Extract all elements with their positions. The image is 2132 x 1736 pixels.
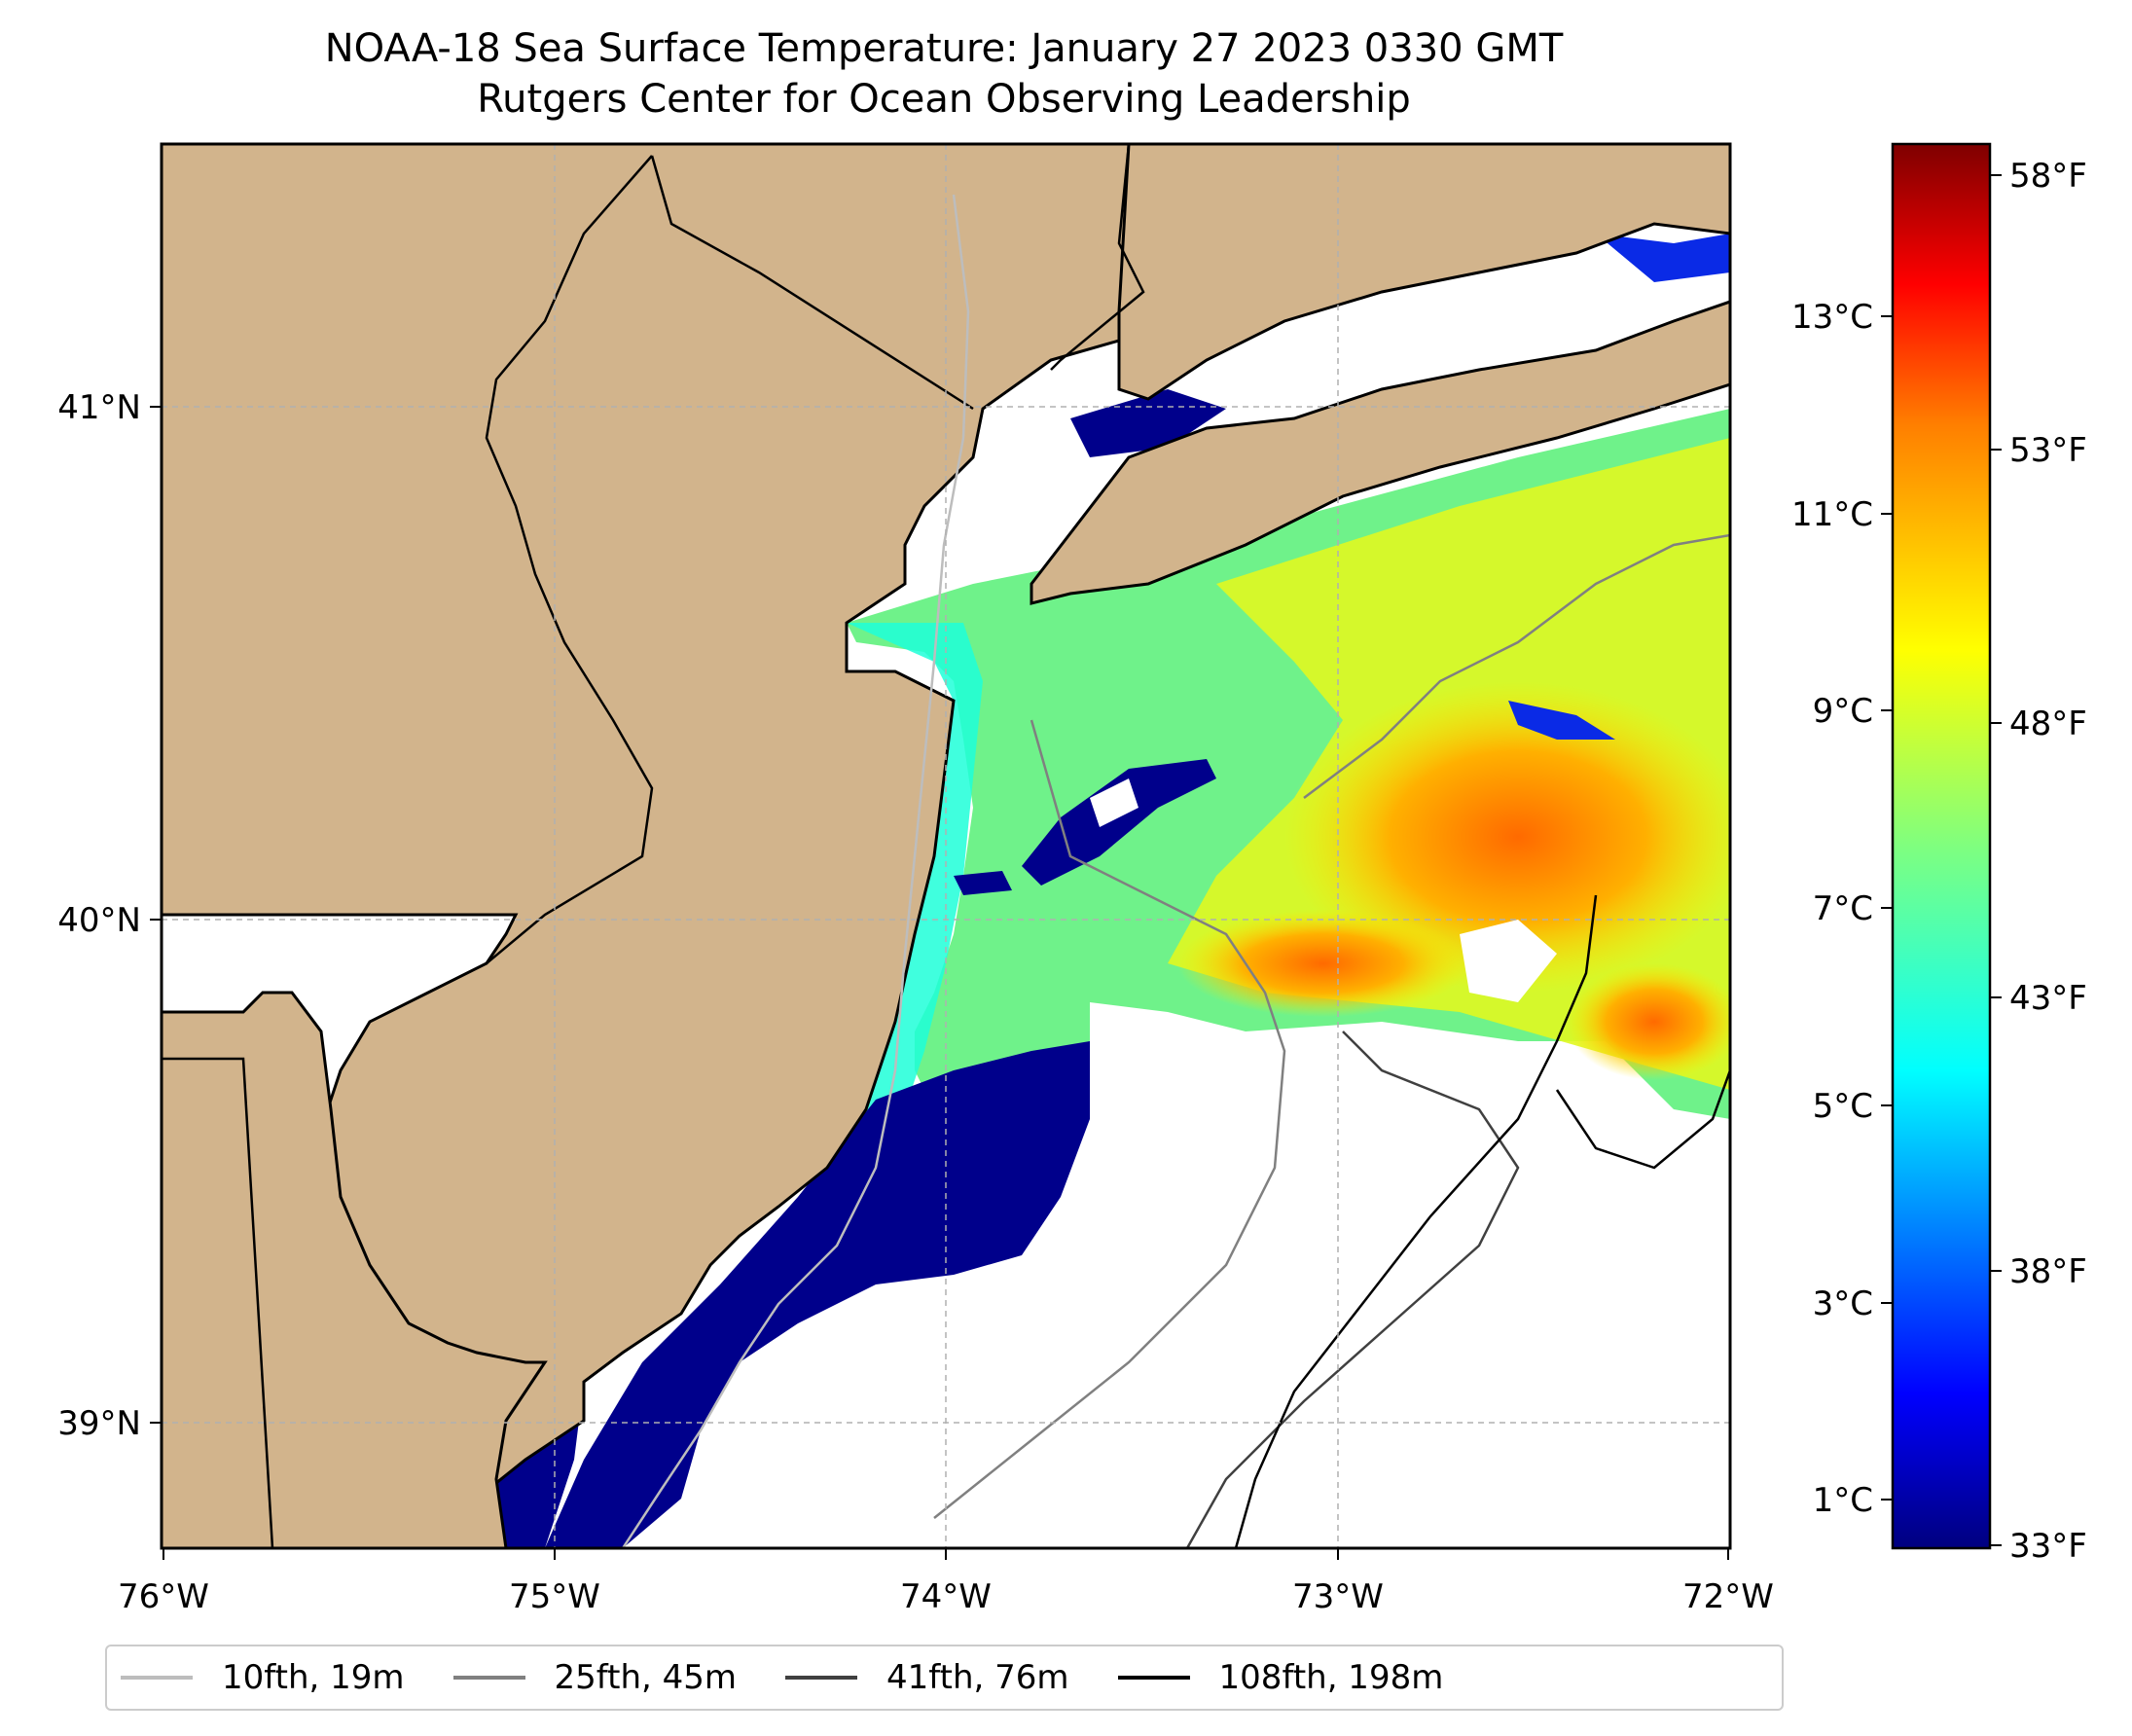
legend-item-45m: 25fth, 45m xyxy=(452,1658,738,1697)
land-long-island-region xyxy=(1030,300,1730,605)
lat-tick-marks xyxy=(150,406,162,1424)
celsius-tick-label: 7°C xyxy=(1813,889,1873,928)
fahrenheit-tick-label: 38°F xyxy=(2009,1252,2087,1291)
colorbar-gradient xyxy=(1891,142,1992,1550)
legend-line-swatch xyxy=(1117,1676,1190,1680)
nj-pa-border xyxy=(485,155,654,964)
sst-east-sound-patch xyxy=(1596,234,1730,282)
colorbar-celsius-labels: 13°C 11°C 9°C 7°C 5°C 3°C 1°C xyxy=(1791,298,1873,1520)
legend-label: 41fth, 76m xyxy=(886,1658,1069,1697)
lat-tick-label: 40°N xyxy=(57,901,141,940)
sst-cloud-gap-2 xyxy=(1090,778,1138,827)
sst-warm-core xyxy=(1284,681,1730,993)
lon-tick-label: 72°W xyxy=(1682,1577,1774,1616)
celsius-tick-label: 1°C xyxy=(1813,1481,1873,1520)
fahrenheit-tick-label: 33°F xyxy=(2009,1527,2087,1566)
celsius-tick-label: 3°C xyxy=(1813,1284,1873,1323)
fahrenheit-tick-label: 53°F xyxy=(2009,431,2087,470)
sst-warm-east xyxy=(1567,963,1730,1080)
celsius-tick-label: 5°C xyxy=(1813,1087,1873,1126)
map-subtitle: Rutgers Center for Ocean Observing Leade… xyxy=(477,77,1411,122)
lat-tick-label: 39°N xyxy=(57,1404,141,1443)
ny-ct-border xyxy=(1050,144,1145,371)
sst-warm-filament xyxy=(1177,910,1469,1017)
contour-198m-east xyxy=(1555,1069,1730,1170)
sst-cold-streak xyxy=(1508,701,1615,740)
celsius-tick-label: 9°C xyxy=(1813,692,1873,731)
sst-cold-patch xyxy=(954,871,1012,895)
contour-76m xyxy=(1185,1031,1520,1548)
bathymetry-contours xyxy=(621,194,1730,1548)
lon-tick-label: 74°W xyxy=(900,1577,992,1616)
legend-label: 108fth, 198m xyxy=(1218,1658,1444,1697)
sst-field xyxy=(341,234,1730,1548)
lat-tick-labels: 41°N 40°N 39°N xyxy=(57,388,141,1443)
sst-cold-shelf xyxy=(545,1041,1090,1548)
land-layer xyxy=(162,144,1730,1548)
grid-lines xyxy=(162,144,1730,1548)
legend-label: 10fth, 19m xyxy=(222,1658,405,1697)
legend-line-swatch xyxy=(121,1676,193,1680)
sst-sound-cold xyxy=(1070,389,1226,457)
lon-tick-labels: 76°W 75°W 74°W 73°W 72°W xyxy=(118,1577,1774,1616)
celsius-tick-label: 11°C xyxy=(1791,495,1873,534)
colorbar-fahrenheit-ticks xyxy=(1990,174,2002,1546)
fahrenheit-tick-label: 48°F xyxy=(2009,705,2087,743)
fahrenheit-tick-label: 43°F xyxy=(2009,979,2087,1018)
contour-198m xyxy=(1234,894,1598,1548)
legend-item-76m: 41fth, 76m xyxy=(785,1658,1069,1697)
contour-19m xyxy=(621,194,970,1548)
lon-tick-label: 73°W xyxy=(1292,1577,1384,1616)
legend-item-198m: 108fth, 198m xyxy=(1117,1658,1444,1697)
legend-label: 25fth, 45m xyxy=(554,1658,738,1697)
lon-tick-label: 76°W xyxy=(118,1577,209,1616)
sst-cloud-gap xyxy=(1460,920,1557,1002)
legend-line-swatch xyxy=(452,1676,525,1680)
colorbar-celsius-ticks xyxy=(1881,315,1893,1501)
colorbar: 13°C 11°C 9°C 7°C 5°C 3°C 1°C 58°F 53°F … xyxy=(1791,142,2087,1566)
lon-tick-label: 75°W xyxy=(509,1577,600,1616)
map-title: NOAA-18 Sea Surface Temperature: January… xyxy=(324,26,1564,71)
fahrenheit-tick-label: 58°F xyxy=(2009,157,2087,196)
contour-45m xyxy=(933,719,1286,1519)
de-md-border xyxy=(162,1057,274,1548)
legend-item-19m: 10fth, 19m xyxy=(121,1658,405,1697)
ny-nj-border xyxy=(650,155,974,411)
colorbar-fahrenheit-labels: 58°F 53°F 48°F 43°F 38°F 33°F xyxy=(2009,157,2087,1566)
map-panel xyxy=(162,144,1730,1548)
contour-45m-north xyxy=(1303,533,1730,799)
land-delmarva-region xyxy=(162,991,548,1548)
contour-legend: 10fth, 19m 25fth, 45m 41fth, 76m 108fth,… xyxy=(105,1645,1784,1711)
lat-tick-label: 41°N xyxy=(57,388,141,427)
lon-tick-marks xyxy=(163,1548,1729,1560)
land-connecticut-region xyxy=(1117,144,1730,401)
celsius-tick-label: 13°C xyxy=(1791,298,1873,337)
legend-line-swatch xyxy=(785,1676,858,1680)
